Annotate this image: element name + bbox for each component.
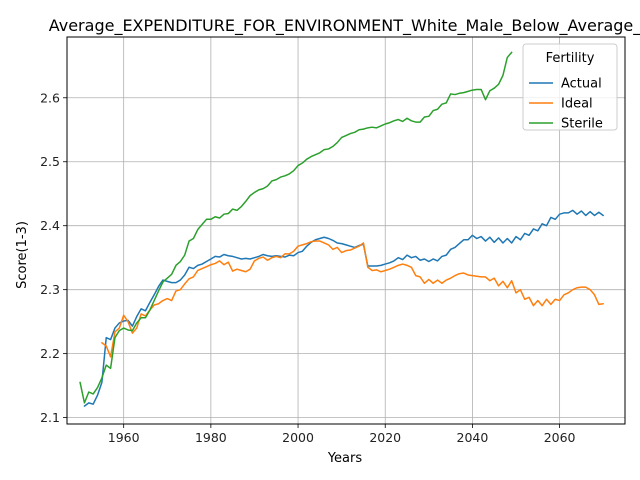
y-tick-label: 2.5 [40,154,60,169]
x-tick-label: 2000 [282,430,314,445]
x-tick-label: 1980 [195,430,227,445]
legend-label-actual: Actual [561,77,602,92]
x-tick-label: 1960 [108,430,140,445]
y-tick-label: 2.3 [40,282,60,297]
x-tick-label: 2060 [544,430,576,445]
x-tick-label: 2040 [457,430,489,445]
legend: Fertility Actual Ideal Sterile [523,44,617,132]
legend-label-ideal: Ideal [561,97,593,112]
legend-title: Fertility [546,51,595,66]
y-tick-label: 2.6 [40,90,60,105]
x-axis-label: Years [327,451,363,466]
y-axis-label: Score(1-3) [15,221,30,289]
y-tick-label: 2.4 [40,218,60,233]
y-tick-label: 2.1 [40,410,60,425]
chart-title: Average_EXPENDITURE_FOR_ENVIRONMENT_Whit… [49,16,640,36]
x-tick-label: 2020 [369,430,401,445]
legend-label-sterile: Sterile [561,117,603,132]
y-tick-label: 2.2 [40,346,60,361]
